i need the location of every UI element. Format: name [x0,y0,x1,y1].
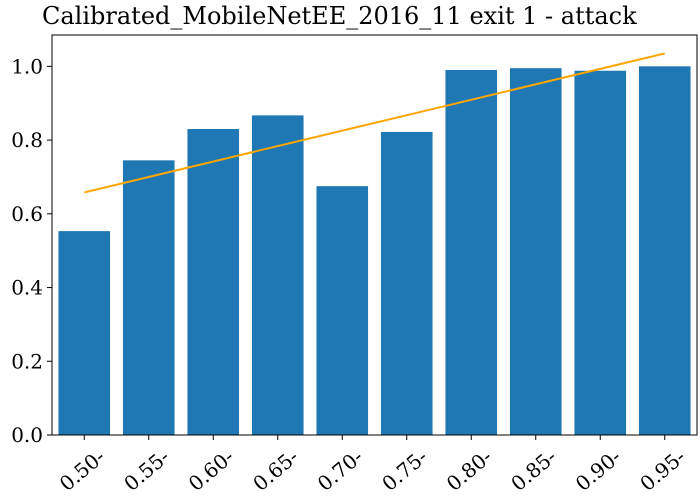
x-tick-label: 0.80- [442,444,497,495]
bar-095 [638,66,691,436]
x-ticks-group: 0.50- 0.55- 0.60- 0.65- 0.70- 0.75- 0.80- 0.85-… [55,435,690,496]
chart-title: Calibrated_MobileNetEE_2016_11 exit 1 - … [42,2,637,30]
y-tick-label: 0.6 [11,202,43,226]
x-tick-label: 0.65- [248,444,303,495]
x-tick-label: 0.95- [635,444,690,495]
bar-080 [445,70,498,435]
bar-075 [380,131,433,435]
x-tick-label: 0.50- [55,444,110,495]
bar-060 [187,129,240,435]
y-ticks-group: 0.0 0.2 0.4 0.6 0.8 1.0 [11,54,52,447]
x-tick-label: 0.85- [506,444,561,495]
y-tick-label: 1.0 [11,54,43,78]
y-tick-label: 0.4 [11,276,43,300]
x-tick-label: 0.55- [119,444,174,495]
bar-055 [122,160,175,435]
trend-line [84,52,665,194]
y-tick-label: 0.0 [11,423,43,447]
y-tick-label: 0.2 [11,349,43,373]
bar-070 [316,186,369,435]
bar-050 [58,231,111,435]
x-tick-label: 0.75- [377,444,432,495]
y-tick-label: 0.8 [11,128,43,152]
axes-group [51,34,698,436]
x-tick-label: 0.90- [571,444,626,495]
bar-090 [574,70,627,435]
x-tick-label: 0.60- [184,444,239,495]
x-tick-label: 0.70- [313,444,368,495]
bar-085 [509,68,562,436]
plot-frame [51,34,698,436]
bars-group [58,66,691,436]
trend-line-group [84,52,665,194]
bar-065 [251,115,304,436]
